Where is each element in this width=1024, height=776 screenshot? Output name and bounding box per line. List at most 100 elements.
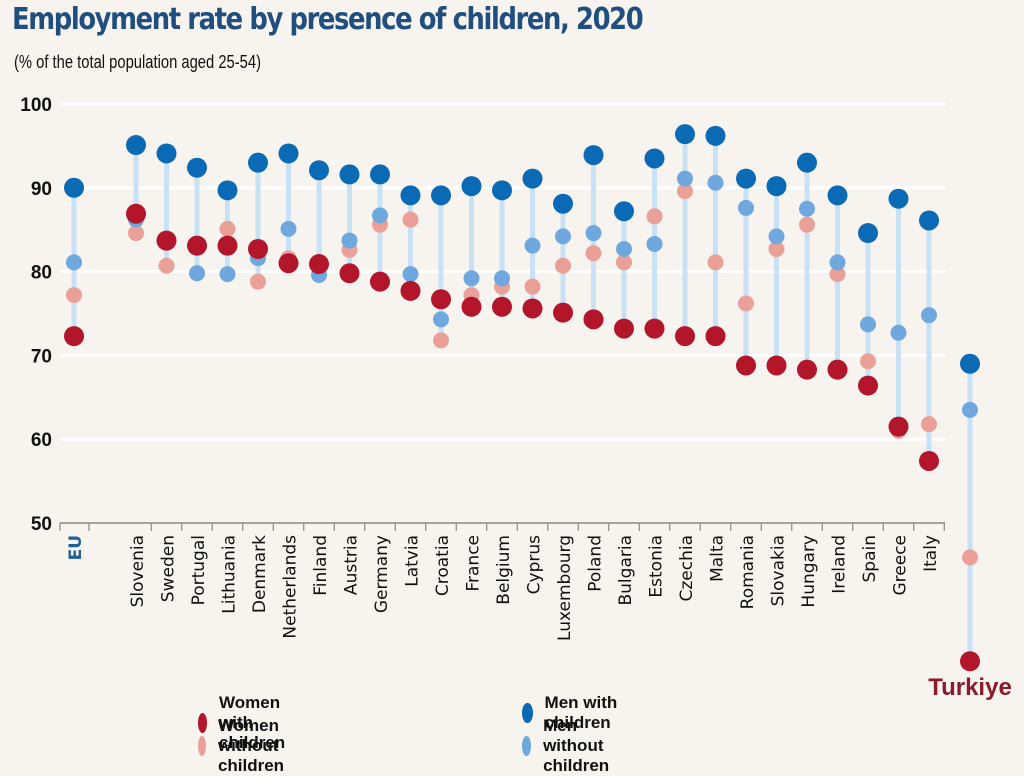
point-women-with-children-france <box>461 296 482 317</box>
point-men-without-children-turkiye <box>962 401 978 418</box>
point-women-with-children-cyprus <box>522 298 543 319</box>
dot-plot-chart: 50 60 70 80 90 100 EU Slovenia Sweden Portugal Li… <box>20 95 1012 701</box>
point-men-with-children-estonia <box>644 148 665 169</box>
point-women-without-children-malta <box>707 254 724 271</box>
point-women-with-children-estonia <box>644 318 665 339</box>
x-label-denmark: Denmark <box>250 535 270 613</box>
point-women-with-children-denmark <box>248 238 268 259</box>
point-women-with-children-ireland <box>827 359 848 380</box>
x-label-austria: Austria <box>342 535 362 595</box>
legend-swatch <box>198 713 208 733</box>
point-men-with-children-portugal <box>187 157 207 178</box>
chart-title: Employment rate by presence of children,… <box>12 2 644 37</box>
y-tick-label: 90 <box>31 179 52 200</box>
legend-swatch <box>522 736 532 756</box>
x-label-greece: Greece <box>891 535 911 596</box>
legend-label: Women without children <box>217 716 285 775</box>
point-women-with-children-germany <box>370 271 390 292</box>
point-men-without-children-greece <box>890 324 907 341</box>
point-men-with-children-hungary <box>797 152 817 173</box>
point-men-without-children-bulgaria <box>616 240 632 257</box>
point-women-with-children-hungary <box>797 359 817 380</box>
x-label-slovenia: Slovenia <box>128 535 148 607</box>
point-men-without-children-austria <box>341 232 358 249</box>
point-women-without-children-lithuania <box>219 220 236 237</box>
point-men-with-children-germany <box>370 164 390 185</box>
legend-item-men-without-children: Men without children <box>522 716 620 776</box>
point-women-with-children-romania <box>736 355 756 376</box>
x-label-ireland: Ireland <box>830 535 850 594</box>
point-men-without-children-cyprus <box>524 237 541 254</box>
point-women-with-children-spain <box>858 375 878 396</box>
point-women-with-children-italy <box>919 450 939 471</box>
point-women-without-children-hungary <box>799 216 815 233</box>
legend-item-women-with-children: Women with children <box>198 693 296 753</box>
point-men-with-children-latvia <box>400 185 421 206</box>
point-men-without-children-portugal <box>189 265 205 282</box>
chart-subtitle: (% of the total population aged 25-54) <box>14 52 261 72</box>
point-men-with-children-greece <box>888 188 909 209</box>
point-men-without-children-slovakia <box>768 228 785 245</box>
legend-swatch <box>522 703 533 723</box>
point-women-without-children-poland <box>585 245 602 262</box>
x-label-france: France <box>464 535 484 592</box>
point-men-with-children-eu <box>64 177 84 198</box>
point-men-with-children-france <box>461 176 482 197</box>
y-axis: 50 60 70 80 90 100 <box>20 95 52 535</box>
point-men-without-children-italy <box>921 307 937 324</box>
point-men-with-children-czechia <box>675 124 695 145</box>
x-label-malta: Malta <box>708 535 728 582</box>
point-women-with-children-sweden <box>156 230 177 251</box>
point-men-with-children-croatia <box>431 185 451 206</box>
point-women-with-children-lithuania <box>217 235 238 256</box>
point-men-without-children-luxembourg <box>555 228 571 245</box>
x-label-poland: Poland <box>586 535 606 592</box>
point-women-with-children-croatia <box>431 289 451 310</box>
x-label-latvia: Latvia <box>403 535 423 587</box>
point-women-without-children-sweden <box>158 257 175 274</box>
point-women-with-children-slovakia <box>766 355 787 376</box>
x-label-finland: Finland <box>311 535 331 596</box>
legend-label: Men without children <box>543 716 610 775</box>
point-men-with-children-luxembourg <box>553 193 573 214</box>
point-men-with-children-turkiye <box>960 353 980 374</box>
point-men-with-children-italy <box>919 210 939 231</box>
point-men-without-children-malta <box>707 174 724 191</box>
point-women-without-children-romania <box>738 295 754 312</box>
point-women-without-children-italy <box>921 416 937 433</box>
point-men-without-children-czechia <box>677 170 693 187</box>
x-label-spain: Spain <box>860 535 880 583</box>
point-women-with-children-finland <box>309 254 329 275</box>
point-women-with-children-malta <box>705 326 726 347</box>
point-men-with-children-lithuania <box>217 180 238 201</box>
point-men-with-children-denmark <box>248 152 268 173</box>
point-men-without-children-hungary <box>799 200 815 217</box>
x-label-eu: EU <box>66 535 86 560</box>
point-women-with-children-slovenia <box>126 203 146 224</box>
point-men-with-children-netherlands <box>278 143 299 164</box>
x-tick-labels: EU Slovenia Sweden Portugal Lithuania Denmark… <box>66 535 1012 701</box>
x-label-italy: Italy <box>921 535 941 572</box>
point-women-without-children-eu <box>66 287 82 304</box>
x-label-portugal: Portugal <box>189 535 209 605</box>
point-women-with-children-portugal <box>187 235 207 256</box>
gridlines <box>60 102 945 441</box>
point-women-without-children-estonia <box>646 208 663 225</box>
point-women-without-children-turkiye <box>962 549 978 566</box>
point-women-without-children-denmark <box>250 273 266 290</box>
point-women-with-children-luxembourg <box>553 302 573 323</box>
x-label-cyprus: Cyprus <box>525 535 545 594</box>
point-women-without-children-luxembourg <box>555 257 571 274</box>
x-label-slovakia: Slovakia <box>769 535 789 606</box>
point-men-with-children-bulgaria <box>614 201 634 222</box>
point-women-with-children-greece <box>888 416 909 437</box>
x-label-sweden: Sweden <box>159 535 179 602</box>
x-label-croatia: Croatia <box>433 535 453 596</box>
point-men-without-children-estonia <box>646 235 663 252</box>
point-women-without-children-slovakia <box>768 240 785 257</box>
x-label-czechia: Czechia <box>677 535 697 602</box>
point-women-with-children-eu <box>64 326 84 347</box>
x-label-germany: Germany <box>372 535 392 613</box>
point-men-without-children-lithuania <box>219 266 236 283</box>
point-men-without-children-romania <box>738 199 754 216</box>
